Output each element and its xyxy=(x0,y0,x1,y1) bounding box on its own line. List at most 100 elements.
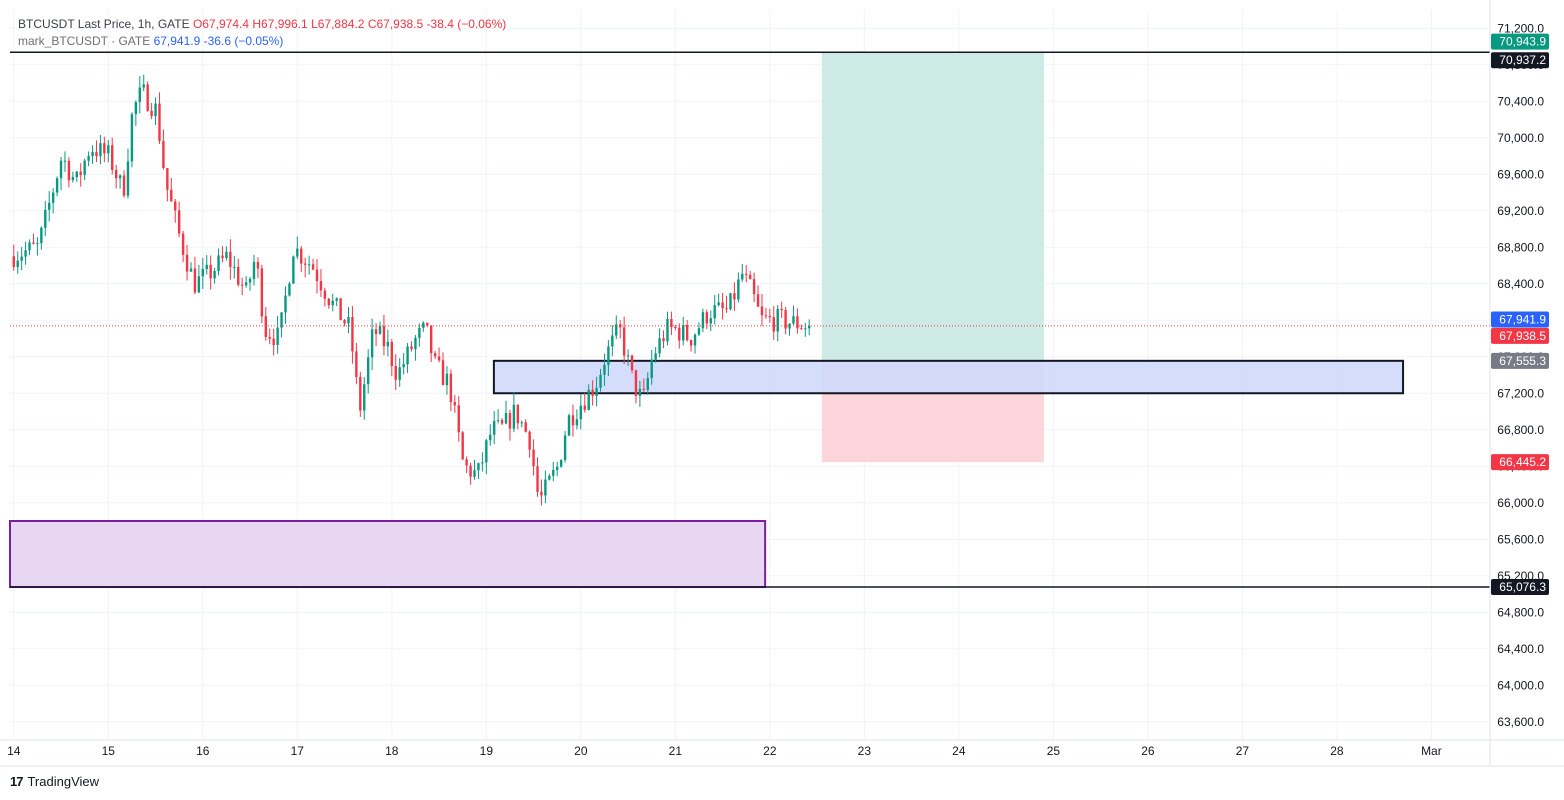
candle xyxy=(87,151,90,167)
price-tick-label[interactable]: 64,800.0 xyxy=(1497,605,1544,619)
time-tick-label[interactable]: 14 xyxy=(7,744,21,758)
candle-body xyxy=(311,264,315,270)
tradingview-brand: TradingView xyxy=(27,774,100,789)
candle-body xyxy=(252,261,256,279)
time-axis: 14 15 16 17 18 19 20 21 22 23 24 25 26 27 28 Mar xyxy=(7,744,1442,758)
candle xyxy=(492,410,496,445)
price-tick-label[interactable]: 63,600.0 xyxy=(1497,715,1544,729)
candle-body xyxy=(118,175,122,179)
candle-body xyxy=(536,466,539,492)
candle xyxy=(225,246,228,261)
support-zone[interactable] xyxy=(492,359,1405,395)
candle-body xyxy=(205,264,208,270)
price-tick-label[interactable]: 70,000.0 xyxy=(1497,131,1544,145)
candle-body xyxy=(59,160,63,179)
price-tick-label[interactable]: 70,400.0 xyxy=(1497,94,1544,108)
candle xyxy=(48,191,51,222)
candle-body xyxy=(67,160,71,181)
candle-body xyxy=(650,359,653,379)
time-tick-label[interactable]: 25 xyxy=(1047,744,1061,758)
candle-body xyxy=(575,419,579,426)
time-tick-label[interactable]: 17 xyxy=(291,744,305,758)
candle xyxy=(725,295,728,313)
candle xyxy=(79,163,82,187)
price-tick-label[interactable]: 64,400.0 xyxy=(1497,642,1544,656)
time-tick-label[interactable]: Mar xyxy=(1421,744,1442,758)
candle xyxy=(689,339,693,352)
candle-body xyxy=(300,248,303,264)
price-tick-label[interactable]: 67,200.0 xyxy=(1497,386,1544,400)
legend-mark-symbol[interactable]: mark_BTCUSDT · GATE xyxy=(18,34,151,48)
candle-body xyxy=(378,326,382,334)
candle xyxy=(244,276,248,288)
price-axis: 63,600.064,000.064,400.064,800.065,200.0… xyxy=(1497,21,1544,729)
price-tick-label[interactable]: 68,800.0 xyxy=(1497,240,1544,254)
candle xyxy=(193,256,197,295)
legend-close: C67,938.5 xyxy=(367,17,424,31)
price-tick-label[interactable]: 66,000.0 xyxy=(1497,496,1544,510)
time-tick-label[interactable]: 24 xyxy=(952,744,966,758)
candle xyxy=(374,323,378,347)
candle xyxy=(107,140,110,163)
tradingview-footer[interactable]: 17 TradingView xyxy=(10,774,99,789)
candle-body xyxy=(630,355,634,371)
candle-body xyxy=(556,466,559,470)
candle xyxy=(630,354,634,374)
time-tick-label[interactable]: 21 xyxy=(669,744,683,758)
price-tick-label[interactable]: 66,800.0 xyxy=(1497,423,1544,437)
candle xyxy=(276,316,279,354)
candle xyxy=(808,319,811,336)
candle xyxy=(654,347,657,363)
candle-body xyxy=(185,254,189,272)
time-tick-label[interactable]: 22 xyxy=(763,744,777,758)
time-tick-label[interactable]: 23 xyxy=(858,744,872,758)
price-tick-label[interactable]: 64,000.0 xyxy=(1497,678,1544,692)
time-tick-label[interactable]: 27 xyxy=(1236,744,1250,758)
candle xyxy=(701,308,705,333)
demand-zone[interactable] xyxy=(9,520,767,589)
price-tick-label[interactable]: 71,200.0 xyxy=(1497,21,1544,35)
candle-body xyxy=(729,293,732,310)
legend-open: O67,974.4 xyxy=(192,17,249,31)
last-price-badge: 67,938.5 xyxy=(1491,327,1549,344)
time-tick-label[interactable]: 28 xyxy=(1330,744,1344,758)
time-tick-label[interactable]: 20 xyxy=(574,744,588,758)
candles xyxy=(12,74,811,506)
candle xyxy=(323,287,327,307)
time-tick-label[interactable]: 18 xyxy=(385,744,399,758)
time-tick-label[interactable]: 15 xyxy=(102,744,116,758)
candle-body xyxy=(701,312,705,329)
candle-body xyxy=(422,322,425,328)
candle-body xyxy=(764,315,768,317)
candle-body xyxy=(800,328,803,330)
time-tick-label[interactable]: 16 xyxy=(196,744,210,758)
candle-body xyxy=(544,479,547,496)
candle xyxy=(788,323,791,336)
candle-body xyxy=(721,302,724,309)
price-tick-label[interactable]: 65,600.0 xyxy=(1497,532,1544,546)
candle-body xyxy=(79,171,82,175)
candle-body xyxy=(402,364,405,368)
candle-body xyxy=(87,156,90,161)
legend-symbol[interactable]: BTCUSDT Last Price, 1h, GATE xyxy=(18,17,190,31)
candle xyxy=(536,457,539,497)
price-tick-label[interactable]: 69,200.0 xyxy=(1497,204,1544,218)
price-tick-label[interactable]: 69,600.0 xyxy=(1497,167,1544,181)
candle xyxy=(390,338,394,377)
candle-body xyxy=(796,316,799,329)
candle-body xyxy=(327,298,331,306)
candle xyxy=(138,76,141,114)
candle-body xyxy=(674,326,677,328)
time-tick-label[interactable]: 19 xyxy=(480,744,494,758)
candle-body xyxy=(579,405,583,420)
price-tick-label[interactable]: 68,400.0 xyxy=(1497,277,1544,291)
time-tick-label[interactable]: 26 xyxy=(1141,744,1155,758)
candle-body xyxy=(347,317,350,324)
candle-body xyxy=(146,84,149,111)
candle-body xyxy=(709,318,712,324)
candle-body xyxy=(315,269,319,282)
candle-body xyxy=(567,415,571,436)
price-badge-label: 67,938.5 xyxy=(1499,329,1546,343)
candle xyxy=(792,305,795,325)
